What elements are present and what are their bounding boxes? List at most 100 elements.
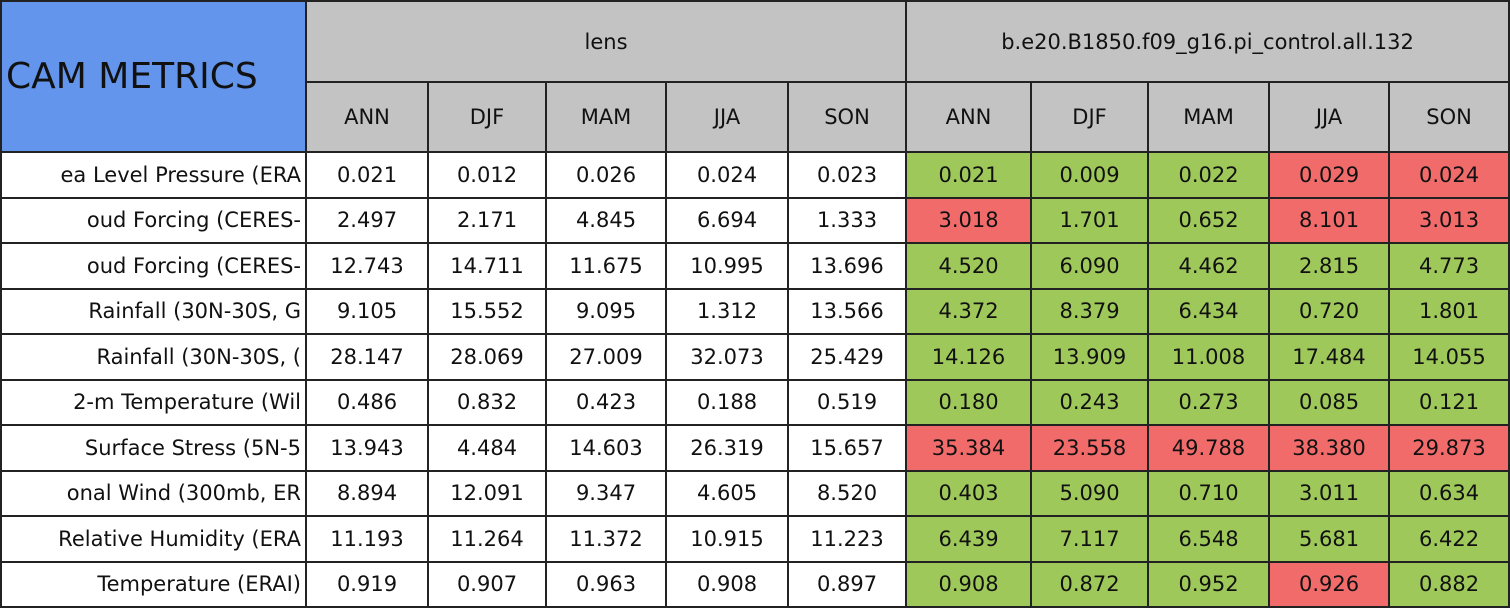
value-cell: 28.147 [305,333,429,381]
value-cell: 1.801 [1388,287,1510,335]
row-label: onal Wind (300mb, ER [0,469,307,517]
value-cell: 11.264 [427,515,547,563]
value-cell: 13.566 [786,287,908,335]
table-row: Surface Stress (5N-5 13.943 4.484 14.603 26.… [0,424,1510,472]
value-cell: 4.773 [1388,242,1510,290]
value-cell: 8.379 [1030,287,1150,335]
value-cell: 1.312 [665,287,789,335]
value-cell: 6.422 [1388,515,1510,563]
value-cell: 17.484 [1268,333,1391,381]
season-header: DJF [427,81,547,153]
value-cell: 0.519 [786,378,908,426]
season-header: ANN [305,81,429,153]
value-cell: 49.788 [1147,424,1271,472]
value-cell: 14.603 [545,424,667,472]
value-cell: 0.273 [1147,378,1271,426]
row-label: Rainfall (30N-30S, ( [0,333,307,381]
value-cell: 11.008 [1147,333,1271,381]
value-cell: 3.018 [905,196,1033,244]
value-cell: 6.694 [665,196,789,244]
value-cell: 0.872 [1030,560,1150,608]
value-cell: 28.069 [427,333,547,381]
value-cell: 14.055 [1388,333,1510,381]
table-row: Relative Humidity (ERA 11.193 11.264 11.372… [0,515,1510,563]
value-cell: 0.243 [1030,378,1150,426]
value-cell: 7.117 [1030,515,1150,563]
value-cell: 2.171 [427,196,547,244]
value-cell: 13.909 [1030,333,1150,381]
value-cell: 8.101 [1268,196,1391,244]
value-cell: 0.908 [905,560,1033,608]
row-label: Relative Humidity (ERA [0,515,307,563]
table-row: Rainfall (30N-30S, G 9.105 15.552 9.095 1.31… [0,287,1510,335]
value-cell: 10.995 [665,242,789,290]
row-label: Rainfall (30N-30S, G [0,287,307,335]
value-cell: 0.634 [1388,469,1510,517]
value-cell: 2.815 [1268,242,1391,290]
value-cell: 0.026 [545,151,667,199]
value-cell: 9.095 [545,287,667,335]
season-header: MAM [545,81,667,153]
value-cell: 5.090 [1030,469,1150,517]
table-row: 2-m Temperature (Wil 0.486 0.832 0.423 0.188… [0,378,1510,426]
value-cell: 15.657 [786,424,908,472]
row-label: Temperature (ERAI) [0,560,307,608]
value-cell: 12.743 [305,242,429,290]
value-cell: 0.720 [1268,287,1391,335]
value-cell: 0.423 [545,378,667,426]
value-cell: 0.085 [1268,378,1391,426]
table-title: CAM METRICS [0,0,307,153]
value-cell: 0.009 [1030,151,1150,199]
value-cell: 3.013 [1388,196,1510,244]
value-cell: 4.520 [905,242,1033,290]
value-cell: 9.347 [545,469,667,517]
value-cell: 15.552 [427,287,547,335]
value-cell: 0.022 [1147,151,1271,199]
value-cell: 0.012 [427,151,547,199]
value-cell: 0.963 [545,560,667,608]
value-cell: 0.952 [1147,560,1271,608]
table-row: Temperature (ERAI) 0.919 0.907 0.963 0.908 0.… [0,560,1510,608]
row-label: Surface Stress (5N-5 [0,424,307,472]
value-cell: 8.894 [305,469,429,517]
value-cell: 35.384 [905,424,1033,472]
value-cell: 0.121 [1388,378,1510,426]
value-cell: 11.372 [545,515,667,563]
season-header: MAM [1147,81,1271,153]
row-label: ea Level Pressure (ERA [0,151,307,199]
value-cell: 11.223 [786,515,908,563]
value-cell: 14.711 [427,242,547,290]
value-cell: 4.845 [545,196,667,244]
value-cell: 0.180 [905,378,1033,426]
value-cell: 0.024 [1388,151,1510,199]
value-cell: 0.908 [665,560,789,608]
group-header: b.e20.B1850.f09_g16.pi_control.all.132 [905,0,1510,83]
table-row: Rainfall (30N-30S, (28.147 28.069 27.009 32… [0,333,1510,381]
value-cell: 10.915 [665,515,789,563]
value-cell: 14.126 [905,333,1033,381]
value-cell: 6.548 [1147,515,1271,563]
value-cell: 0.897 [786,560,908,608]
value-cell: 0.403 [905,469,1033,517]
value-cell: 8.520 [786,469,908,517]
value-cell: 4.605 [665,469,789,517]
table-row: oud Forcing (CERES- 12.743 14.711 11.675 10.… [0,242,1510,290]
value-cell: 0.029 [1268,151,1391,199]
value-cell: 6.090 [1030,242,1150,290]
value-cell: 38.380 [1268,424,1391,472]
value-cell: 4.484 [427,424,547,472]
table-row: onal Wind (300mb, ER 8.894 12.091 9.347 4.60… [0,469,1510,517]
value-cell: 6.434 [1147,287,1271,335]
value-cell: 11.675 [545,242,667,290]
value-cell: 25.429 [786,333,908,381]
group-header: lens [304,0,908,83]
value-cell: 6.439 [905,515,1033,563]
season-header: SON [1388,81,1510,153]
value-cell: 0.188 [665,378,789,426]
value-cell: 0.652 [1147,196,1271,244]
value-cell: 0.024 [665,151,789,199]
season-header: JJA [1268,81,1391,153]
table-row: ea Level Pressure (ERA 0.021 0.012 0.026 0.0… [0,151,1510,199]
